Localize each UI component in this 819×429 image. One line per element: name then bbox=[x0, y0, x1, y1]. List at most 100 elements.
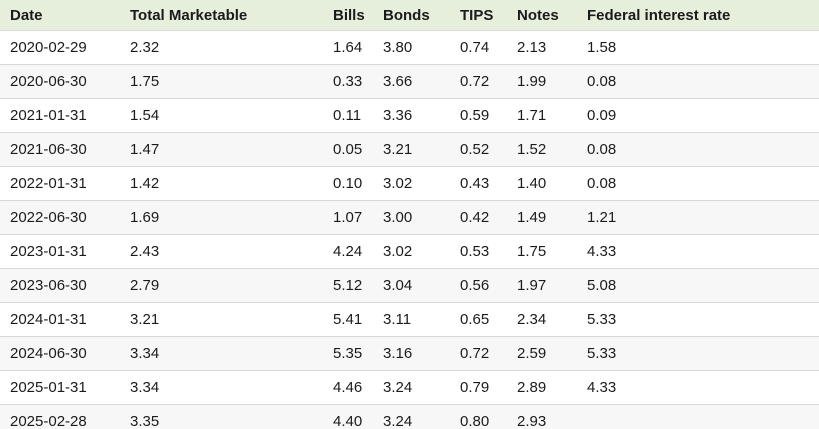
cell-bills: 0.05 bbox=[333, 141, 363, 158]
cell-bills: 4.24 bbox=[333, 243, 363, 260]
cell-total_marketable: 1.75 bbox=[130, 73, 160, 90]
cell-federal_interest_rate: 4.33 bbox=[587, 243, 617, 260]
cell-federal_interest_rate: 5.33 bbox=[587, 311, 617, 328]
table-header-row: Date Total Marketable Bills Bonds TIPS N… bbox=[0, 0, 819, 31]
column-header-federal-interest-rate: Federal interest rate bbox=[587, 6, 731, 24]
cell-tips: 0.59 bbox=[460, 107, 490, 124]
cell-date: 2020-02-29 bbox=[10, 39, 87, 56]
cell-bonds: 3.16 bbox=[383, 345, 413, 362]
cell-total_marketable: 3.35 bbox=[130, 413, 160, 429]
cell-notes: 1.40 bbox=[517, 175, 547, 192]
cell-bonds: 3.02 bbox=[383, 243, 413, 260]
cell-total_marketable: 1.42 bbox=[130, 175, 160, 192]
table-row: 2024-06-30 3.34 5.35 3.16 0.72 2.59 5.33 bbox=[0, 337, 819, 371]
cell-bonds: 3.00 bbox=[383, 209, 413, 226]
cell-date: 2022-01-31 bbox=[10, 175, 87, 192]
cell-total_marketable: 3.34 bbox=[130, 379, 160, 396]
cell-federal_interest_rate: 0.09 bbox=[587, 107, 617, 124]
cell-date: 2022-06-30 bbox=[10, 209, 87, 226]
cell-bonds: 3.80 bbox=[383, 39, 413, 56]
cell-federal_interest_rate: 0.08 bbox=[587, 73, 617, 90]
cell-notes: 2.13 bbox=[517, 39, 547, 56]
cell-date: 2024-01-31 bbox=[10, 311, 87, 328]
cell-federal_interest_rate: 5.08 bbox=[587, 277, 617, 294]
cell-notes: 1.75 bbox=[517, 243, 547, 260]
cell-date: 2021-01-31 bbox=[10, 107, 87, 124]
cell-total_marketable: 1.54 bbox=[130, 107, 160, 124]
table-row: 2023-01-31 2.43 4.24 3.02 0.53 1.75 4.33 bbox=[0, 235, 819, 269]
cell-federal_interest_rate: 1.58 bbox=[587, 39, 617, 56]
cell-bonds: 3.02 bbox=[383, 175, 413, 192]
cell-total_marketable: 2.79 bbox=[130, 277, 160, 294]
cell-bills: 5.41 bbox=[333, 311, 363, 328]
cell-bills: 4.46 bbox=[333, 379, 363, 396]
cell-notes: 1.99 bbox=[517, 73, 547, 90]
cell-date: 2023-06-30 bbox=[10, 277, 87, 294]
table-row: 2020-06-30 1.75 0.33 3.66 0.72 1.99 0.08 bbox=[0, 65, 819, 99]
cell-notes: 2.34 bbox=[517, 311, 547, 328]
column-header-notes: Notes bbox=[517, 6, 559, 24]
cell-tips: 0.74 bbox=[460, 39, 490, 56]
cell-tips: 0.72 bbox=[460, 345, 490, 362]
cell-bills: 1.64 bbox=[333, 39, 363, 56]
cell-notes: 1.49 bbox=[517, 209, 547, 226]
cell-total_marketable: 3.34 bbox=[130, 345, 160, 362]
cell-tips: 0.43 bbox=[460, 175, 490, 192]
cell-tips: 0.80 bbox=[460, 413, 490, 429]
cell-date: 2024-06-30 bbox=[10, 345, 87, 362]
cell-bonds: 3.66 bbox=[383, 73, 413, 90]
table-row: 2021-06-30 1.47 0.05 3.21 0.52 1.52 0.08 bbox=[0, 133, 819, 167]
column-header-tips: TIPS bbox=[460, 6, 494, 24]
cell-federal_interest_rate: 1.21 bbox=[587, 209, 617, 226]
cell-date: 2025-01-31 bbox=[10, 379, 87, 396]
cell-date: 2021-06-30 bbox=[10, 141, 87, 158]
cell-bonds: 3.11 bbox=[383, 311, 412, 328]
table-row: 2025-01-31 3.34 4.46 3.24 0.79 2.89 4.33 bbox=[0, 371, 819, 405]
cell-bills: 0.11 bbox=[333, 107, 362, 124]
cell-tips: 0.53 bbox=[460, 243, 490, 260]
table-row: 2022-06-30 1.69 1.07 3.00 0.42 1.49 1.21 bbox=[0, 201, 819, 235]
cell-bills: 5.35 bbox=[333, 345, 363, 362]
column-header-bills: Bills bbox=[333, 6, 365, 24]
cell-tips: 0.72 bbox=[460, 73, 490, 90]
cell-bonds: 3.21 bbox=[383, 141, 413, 158]
table-row: 2024-01-31 3.21 5.41 3.11 0.65 2.34 5.33 bbox=[0, 303, 819, 337]
table-row: 2021-01-31 1.54 0.11 3.36 0.59 1.71 0.09 bbox=[0, 99, 819, 133]
cell-bonds: 3.24 bbox=[383, 379, 413, 396]
cell-total_marketable: 1.69 bbox=[130, 209, 160, 226]
table-body: 2020-02-29 2.32 1.64 3.80 0.74 2.13 1.58 2020-0… bbox=[0, 31, 819, 429]
cell-bills: 0.10 bbox=[333, 175, 363, 192]
cell-federal_interest_rate: 5.33 bbox=[587, 345, 617, 362]
cell-notes: 1.52 bbox=[517, 141, 547, 158]
cell-tips: 0.52 bbox=[460, 141, 490, 158]
cell-notes: 1.97 bbox=[517, 277, 547, 294]
cell-total_marketable: 3.21 bbox=[130, 311, 160, 328]
cell-date: 2023-01-31 bbox=[10, 243, 87, 260]
cell-tips: 0.79 bbox=[460, 379, 490, 396]
column-header-total-marketable: Total Marketable bbox=[130, 6, 248, 24]
cell-notes: 2.59 bbox=[517, 345, 547, 362]
cell-date: 2025-02-28 bbox=[10, 413, 87, 429]
cell-bonds: 3.04 bbox=[383, 277, 413, 294]
cell-bonds: 3.36 bbox=[383, 107, 413, 124]
cell-bonds: 3.24 bbox=[383, 413, 413, 429]
cell-total_marketable: 1.47 bbox=[130, 141, 160, 158]
cell-federal_interest_rate: 0.08 bbox=[587, 141, 617, 158]
cell-bills: 4.40 bbox=[333, 413, 363, 429]
cell-date: 2020-06-30 bbox=[10, 73, 87, 90]
cell-notes: 2.89 bbox=[517, 379, 547, 396]
column-header-bonds: Bonds bbox=[383, 6, 430, 24]
cell-tips: 0.65 bbox=[460, 311, 490, 328]
cell-bills: 0.33 bbox=[333, 73, 363, 90]
table-row: 2020-02-29 2.32 1.64 3.80 0.74 2.13 1.58 bbox=[0, 31, 819, 65]
cell-tips: 0.56 bbox=[460, 277, 490, 294]
cell-notes: 1.71 bbox=[517, 107, 547, 124]
cell-total_marketable: 2.43 bbox=[130, 243, 160, 260]
table-row: 2023-06-30 2.79 5.12 3.04 0.56 1.97 5.08 bbox=[0, 269, 819, 303]
cell-notes: 2.93 bbox=[517, 413, 547, 429]
cell-federal_interest_rate: 0.08 bbox=[587, 175, 617, 192]
cell-bills: 1.07 bbox=[333, 209, 363, 226]
column-header-date: Date bbox=[10, 6, 43, 24]
table-row: 2022-01-31 1.42 0.10 3.02 0.43 1.40 0.08 bbox=[0, 167, 819, 201]
